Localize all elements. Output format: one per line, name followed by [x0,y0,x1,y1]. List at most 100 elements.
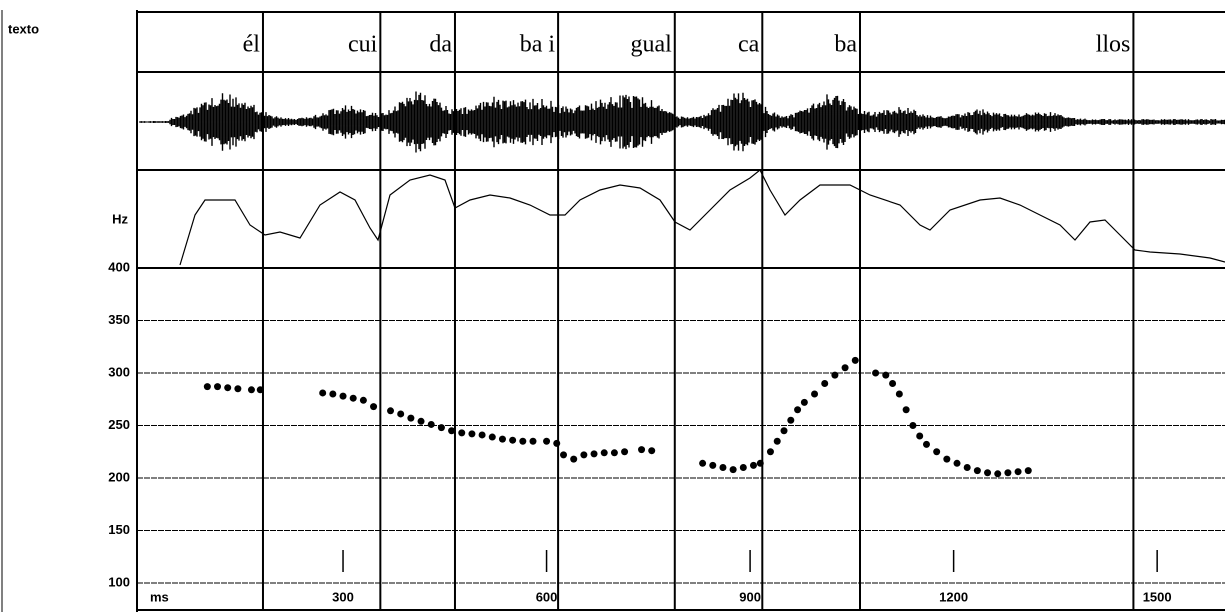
syllable-label: ba [834,32,857,58]
pitch-point [458,429,466,437]
pitch-point [895,390,903,398]
pitch-point [417,417,425,425]
pitch-point [943,455,951,463]
pitch-point [339,392,347,400]
pitch-point [709,461,717,469]
x-axis-label: ms [150,589,169,604]
pitch-point [448,427,456,435]
pitch-point [397,410,405,418]
pitch-point [621,448,629,456]
intensity-contour [179,169,1225,266]
pitch-point [488,433,496,441]
pitch-point [922,440,930,448]
pitch-point [256,386,264,394]
pitch-point [349,394,357,402]
row-label: texto [8,21,39,36]
waveform [139,91,1225,153]
pitch-point [780,427,788,435]
y-tick-label: 400 [108,259,130,274]
pitch-point [889,380,897,387]
pitch-point [800,398,808,406]
syllable-label: da [429,32,452,58]
y-tick-label: 100 [108,574,130,589]
pitch-point [590,450,598,458]
pitch-point [749,461,757,469]
pitch-point [600,449,608,457]
pitch-point [794,406,802,414]
pitch-point [247,386,255,394]
contour-label: Hz [112,211,128,226]
pitch-point [1014,468,1022,476]
pitch-point [719,464,727,471]
x-tick-label: 900 [739,589,761,604]
pitch-point [610,449,618,457]
pitch-point [359,396,367,404]
pitch-point [468,430,476,438]
pitch-point [882,371,890,379]
pitch-point [872,369,880,377]
pitch-point [773,437,781,445]
pitch-point [984,469,992,477]
y-tick-label: 250 [108,417,130,432]
pitch-point [329,390,337,398]
y-tick-label: 350 [108,312,130,327]
pitch-point [766,448,774,456]
syllable-label: cui [348,32,378,58]
y-tick-label: 200 [108,469,130,484]
pitch-point [214,383,222,391]
pitch-point [437,424,445,432]
pitch-point [1004,469,1012,477]
syllable-label: él [243,32,261,58]
pitch-point [509,436,517,444]
y-tick-label: 150 [108,522,130,537]
pitch-point [478,431,486,439]
pitch-point [953,459,961,467]
pitch-point [638,446,646,454]
pitch-point [224,384,232,392]
pitch-point [553,439,561,447]
pitch-point [203,383,211,391]
frame [1,10,1225,612]
pitch-point [648,447,656,455]
pitch-point [387,407,395,415]
pitch-point [234,385,242,393]
syllable-label: gual [630,32,672,58]
pitch-point [319,389,327,397]
pitch-point [811,390,819,398]
pitch-point [821,380,829,387]
pitch-point [729,466,737,474]
y-tick-label: 300 [108,364,130,379]
pitch-point [756,459,764,467]
pitch-point [498,435,506,443]
pitch-point [739,464,747,471]
waveform-trace [139,91,1225,153]
pitch-point [580,451,588,459]
pitch-point [519,437,527,445]
pitch-point [543,437,551,445]
pitch-point [699,459,707,467]
pitch-point [963,464,971,471]
syllable-label: ca [738,32,760,58]
pitch-point [1024,467,1032,475]
pitch-point [902,406,910,414]
pitch-point [994,470,1002,478]
pitch-point [407,414,415,422]
x-tick-label: 300 [332,589,354,604]
pitch-point [529,437,537,445]
pitch-point [973,467,981,475]
pitch-point [933,448,941,456]
pitch-point [370,403,378,411]
pitch-point [787,416,795,424]
pitch-point [916,432,924,440]
pitch-point [570,455,578,463]
pitch-point [841,364,849,372]
syllable-label: llos [1096,32,1131,58]
pitch-point [831,371,839,379]
syllable-label: ba i [520,32,556,58]
x-tick-label: 1500 [1143,589,1172,604]
x-tick-label: 1200 [939,589,968,604]
pitch-point [427,420,435,428]
pitch-point [560,451,568,459]
